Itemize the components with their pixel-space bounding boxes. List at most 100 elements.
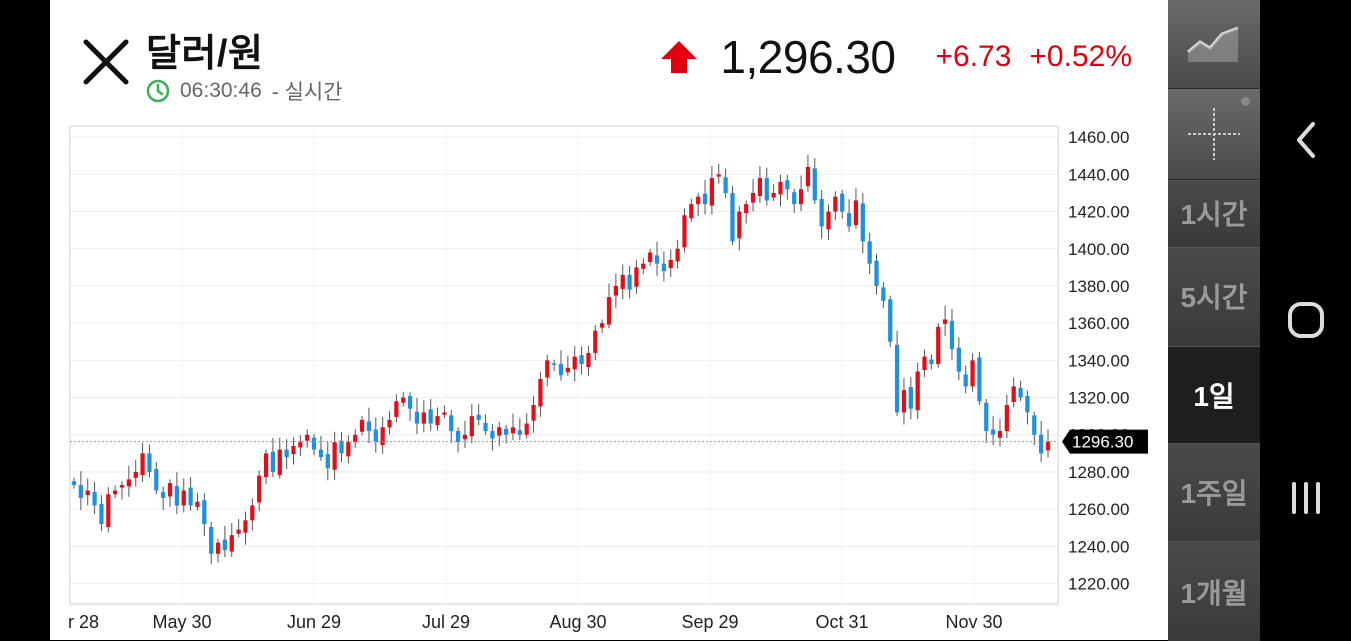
system-nav-bar	[1260, 0, 1351, 640]
candle	[702, 179, 708, 215]
candle	[373, 417, 378, 453]
candle	[565, 355, 570, 376]
candle	[593, 325, 598, 360]
candle	[977, 351, 982, 405]
candle	[908, 376, 913, 420]
candle	[414, 397, 420, 435]
quote-header: 달러/원 06:30:46 - 실시간 1,296.30 +6.73 +0.52…	[50, 0, 1168, 120]
current-price: 1,296.30	[720, 31, 896, 83]
candle	[860, 192, 865, 254]
candle	[586, 345, 591, 376]
candle	[311, 434, 317, 456]
candle	[709, 165, 715, 215]
candle	[805, 154, 811, 192]
x-tick-label: Aug 30	[549, 612, 606, 632]
x-axis: r 28 May 30 Jun 29 Jul 29 Aug 30 Sep 29 Oct 31…	[68, 612, 1003, 632]
y-tick-label: 1340.00	[1068, 351, 1129, 370]
instrument-title: 달러/원	[146, 33, 264, 75]
candle	[558, 350, 564, 381]
candle	[407, 392, 413, 421]
close-icon[interactable]	[80, 36, 132, 88]
candle	[524, 413, 529, 439]
candle	[270, 438, 276, 478]
y-tick-label: 1420.00	[1068, 203, 1129, 222]
candle	[812, 157, 817, 205]
candle	[476, 404, 481, 426]
x-tick-label: r 28	[68, 612, 99, 632]
candle	[737, 206, 742, 251]
candle	[648, 248, 653, 266]
candle	[174, 472, 180, 515]
candle	[305, 429, 310, 448]
candle	[455, 427, 461, 453]
period-button[interactable]: 1개월	[1168, 541, 1260, 641]
candle	[798, 175, 804, 212]
candle	[634, 260, 639, 294]
candle	[757, 165, 763, 204]
candle	[181, 478, 186, 513]
candle	[119, 481, 125, 500]
candle	[161, 486, 166, 511]
candle	[215, 538, 221, 563]
candle	[243, 511, 248, 545]
candle	[846, 199, 852, 232]
candle	[792, 188, 797, 213]
period-button[interactable]: 1시간	[1168, 180, 1260, 245]
candle	[600, 319, 605, 334]
candle	[1004, 394, 1009, 439]
candle	[675, 240, 680, 269]
crosshair-icon	[1188, 108, 1240, 160]
candle	[428, 399, 433, 431]
candle	[696, 192, 701, 217]
period-button[interactable]: 1일	[1168, 346, 1260, 443]
last-price-tag: 1296.30	[1062, 429, 1148, 454]
candle	[1011, 377, 1016, 408]
candle	[668, 249, 673, 277]
candle	[250, 498, 255, 531]
candle	[682, 208, 687, 253]
candle	[517, 418, 522, 441]
candle	[387, 411, 392, 435]
candle	[723, 168, 728, 199]
period-button[interactable]: 5시간	[1168, 247, 1260, 344]
home-button[interactable]	[1260, 280, 1351, 360]
last-update: 06:30:46 - 실시간	[146, 76, 343, 106]
y-tick-label: 1280.00	[1068, 463, 1129, 482]
y-axis: 1460.00 1440.00 1420.00 1400.00 1380.00 1360.…	[1068, 128, 1129, 593]
candle	[840, 189, 845, 219]
candle	[661, 251, 667, 282]
price-change: +6.73	[935, 40, 1012, 73]
candle	[332, 431, 337, 481]
back-button[interactable]	[1260, 100, 1351, 180]
candle	[188, 477, 193, 511]
candle	[545, 354, 550, 387]
candle	[949, 308, 955, 360]
candle	[284, 439, 289, 470]
recents-button[interactable]	[1260, 458, 1351, 538]
candle	[881, 282, 886, 308]
candle	[641, 258, 646, 275]
candle	[133, 459, 138, 487]
chart-grid	[70, 126, 1058, 604]
candle	[490, 423, 495, 451]
candle	[92, 481, 97, 515]
candle	[552, 359, 557, 372]
crosshair-button[interactable]	[1168, 89, 1260, 180]
candle	[771, 184, 776, 202]
candle	[531, 396, 536, 433]
candle	[154, 461, 159, 495]
candle	[394, 394, 399, 423]
candlestick-chart[interactable]: 1460.00 1440.00 1420.00 1400.00 1380.00 1360.…	[50, 120, 1168, 640]
candle	[504, 425, 509, 444]
period-button[interactable]: 1주일	[1168, 443, 1260, 540]
candle	[1039, 420, 1044, 463]
line-chart-icon	[1187, 26, 1239, 62]
candle	[538, 371, 543, 417]
candle	[716, 163, 721, 184]
chart-type-button[interactable]	[1168, 0, 1260, 89]
y-tick-label: 1400.00	[1068, 240, 1129, 259]
candle	[819, 190, 824, 239]
candle	[318, 435, 324, 461]
clock-icon	[146, 79, 170, 103]
candle	[956, 337, 961, 381]
